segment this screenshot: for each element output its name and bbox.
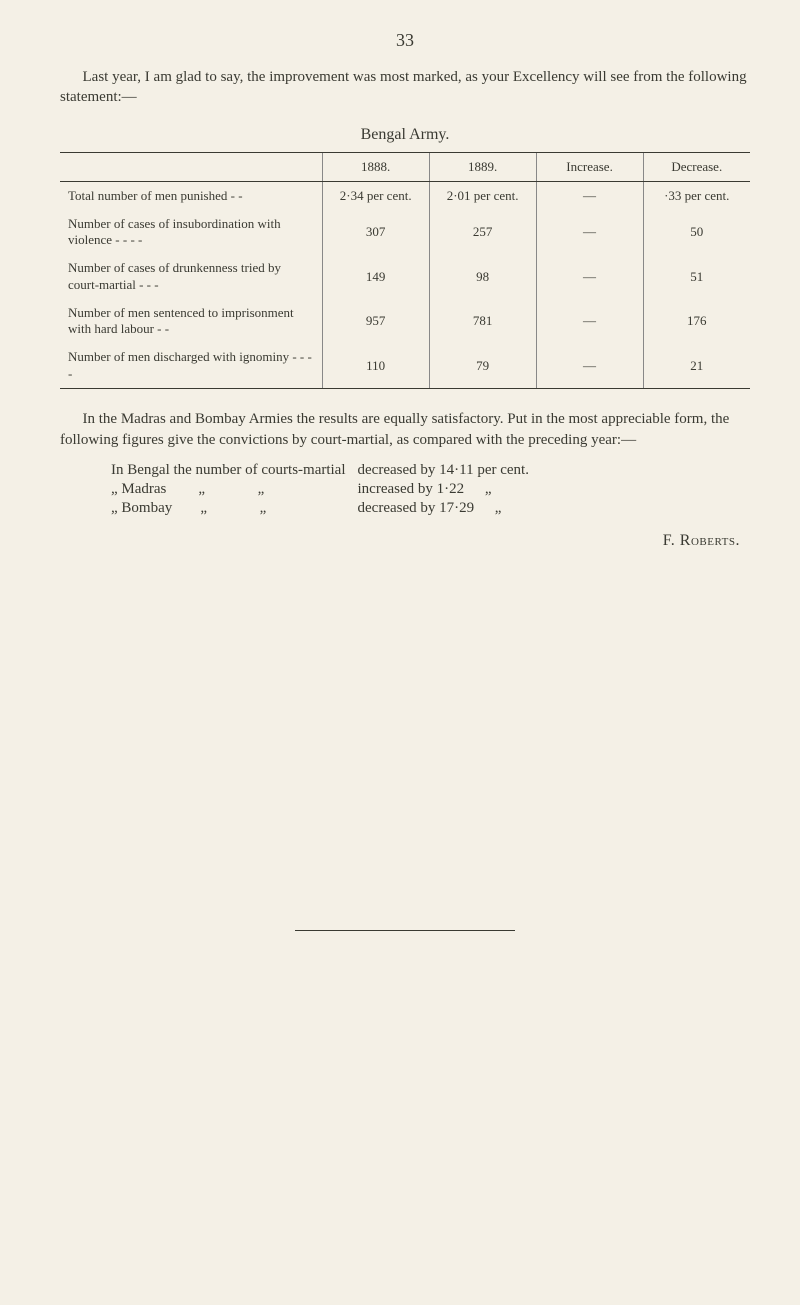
header-decrease: Decrease. bbox=[643, 152, 750, 181]
row-1888: 307 bbox=[322, 210, 429, 255]
ditto-mark: „ bbox=[195, 500, 213, 517]
row-increase: — bbox=[536, 254, 643, 299]
summary-table: In Bengal the number of courts-martial d… bbox=[105, 461, 535, 518]
madras-paragraph: In the Madras and Bombay Armies the resu… bbox=[60, 409, 750, 451]
data-table: 1888. 1889. Increase. Decrease. Total nu… bbox=[60, 152, 750, 389]
page-number: 33 bbox=[60, 30, 750, 51]
table-row: Number of cases of insubordination with … bbox=[60, 210, 750, 255]
row-label: Number of cases of insubordination with … bbox=[60, 210, 322, 255]
row-label: Number of men discharged with ignominy -… bbox=[60, 343, 322, 388]
table-header-row: 1888. 1889. Increase. Decrease. bbox=[60, 152, 750, 181]
header-1889: 1889. bbox=[429, 152, 536, 181]
summary-c2: decreased by 14·11 per cent. bbox=[352, 461, 535, 480]
summary-row: „ Bombay „ „ decreased by 17·29 „ bbox=[105, 499, 535, 518]
table-row: Number of cases of drunkenness tried by … bbox=[60, 254, 750, 299]
table-title: Bengal Army. bbox=[60, 126, 750, 144]
summary-c1: In Bengal the number of courts-martial bbox=[105, 461, 352, 480]
intro-paragraph: Last year, I am glad to say, the improve… bbox=[60, 67, 750, 108]
summary-c1: „ Madras „ „ bbox=[105, 480, 352, 499]
row-decrease: ·33 per cent. bbox=[643, 181, 750, 210]
header-increase: Increase. bbox=[536, 152, 643, 181]
row-increase: — bbox=[536, 210, 643, 255]
row-1889: 781 bbox=[429, 299, 536, 344]
summary-label: „ Bombay bbox=[111, 500, 172, 516]
summary-row: In Bengal the number of courts-martial d… bbox=[105, 461, 535, 480]
row-decrease: 21 bbox=[643, 343, 750, 388]
ditto-mark: „ bbox=[254, 500, 272, 517]
row-increase: — bbox=[536, 299, 643, 344]
row-1888: 149 bbox=[322, 254, 429, 299]
row-1888: 957 bbox=[322, 299, 429, 344]
row-decrease: 51 bbox=[643, 254, 750, 299]
row-decrease: 50 bbox=[643, 210, 750, 255]
table-row: Total number of men punished - - 2·34 pe… bbox=[60, 181, 750, 210]
summary-value: increased by 1·22 bbox=[358, 481, 465, 497]
row-1889: 79 bbox=[429, 343, 536, 388]
summary-row: „ Madras „ „ increased by 1·22 „ bbox=[105, 480, 535, 499]
row-label: Number of men sentenced to imprisonment … bbox=[60, 299, 322, 344]
row-1889: 257 bbox=[429, 210, 536, 255]
row-decrease: 176 bbox=[643, 299, 750, 344]
row-increase: — bbox=[536, 343, 643, 388]
ditto-mark: „ bbox=[489, 500, 507, 517]
row-1888: 110 bbox=[322, 343, 429, 388]
row-label: Number of cases of drunkenness tried by … bbox=[60, 254, 322, 299]
row-1889: 98 bbox=[429, 254, 536, 299]
summary-c2: increased by 1·22 „ bbox=[352, 480, 535, 499]
summary-value: decreased by 17·29 bbox=[358, 500, 475, 516]
summary-label: „ Madras bbox=[111, 481, 166, 497]
row-1889: 2·01 per cent. bbox=[429, 181, 536, 210]
header-blank bbox=[60, 152, 322, 181]
table-row: Number of men discharged with ignominy -… bbox=[60, 343, 750, 388]
signature: F. Roberts. bbox=[60, 532, 740, 550]
horizontal-rule bbox=[295, 930, 515, 931]
row-increase: — bbox=[536, 181, 643, 210]
summary-c2: decreased by 17·29 „ bbox=[352, 499, 535, 518]
row-label: Total number of men punished - - bbox=[60, 181, 322, 210]
ditto-mark: „ bbox=[479, 481, 497, 498]
row-1888: 2·34 per cent. bbox=[322, 181, 429, 210]
summary-c1: „ Bombay „ „ bbox=[105, 499, 352, 518]
ditto-mark: „ bbox=[193, 481, 211, 498]
table-row: Number of men sentenced to imprisonment … bbox=[60, 299, 750, 344]
header-1888: 1888. bbox=[322, 152, 429, 181]
document-page: 33 Last year, I am glad to say, the impr… bbox=[0, 0, 800, 971]
ditto-mark: „ bbox=[252, 481, 270, 498]
